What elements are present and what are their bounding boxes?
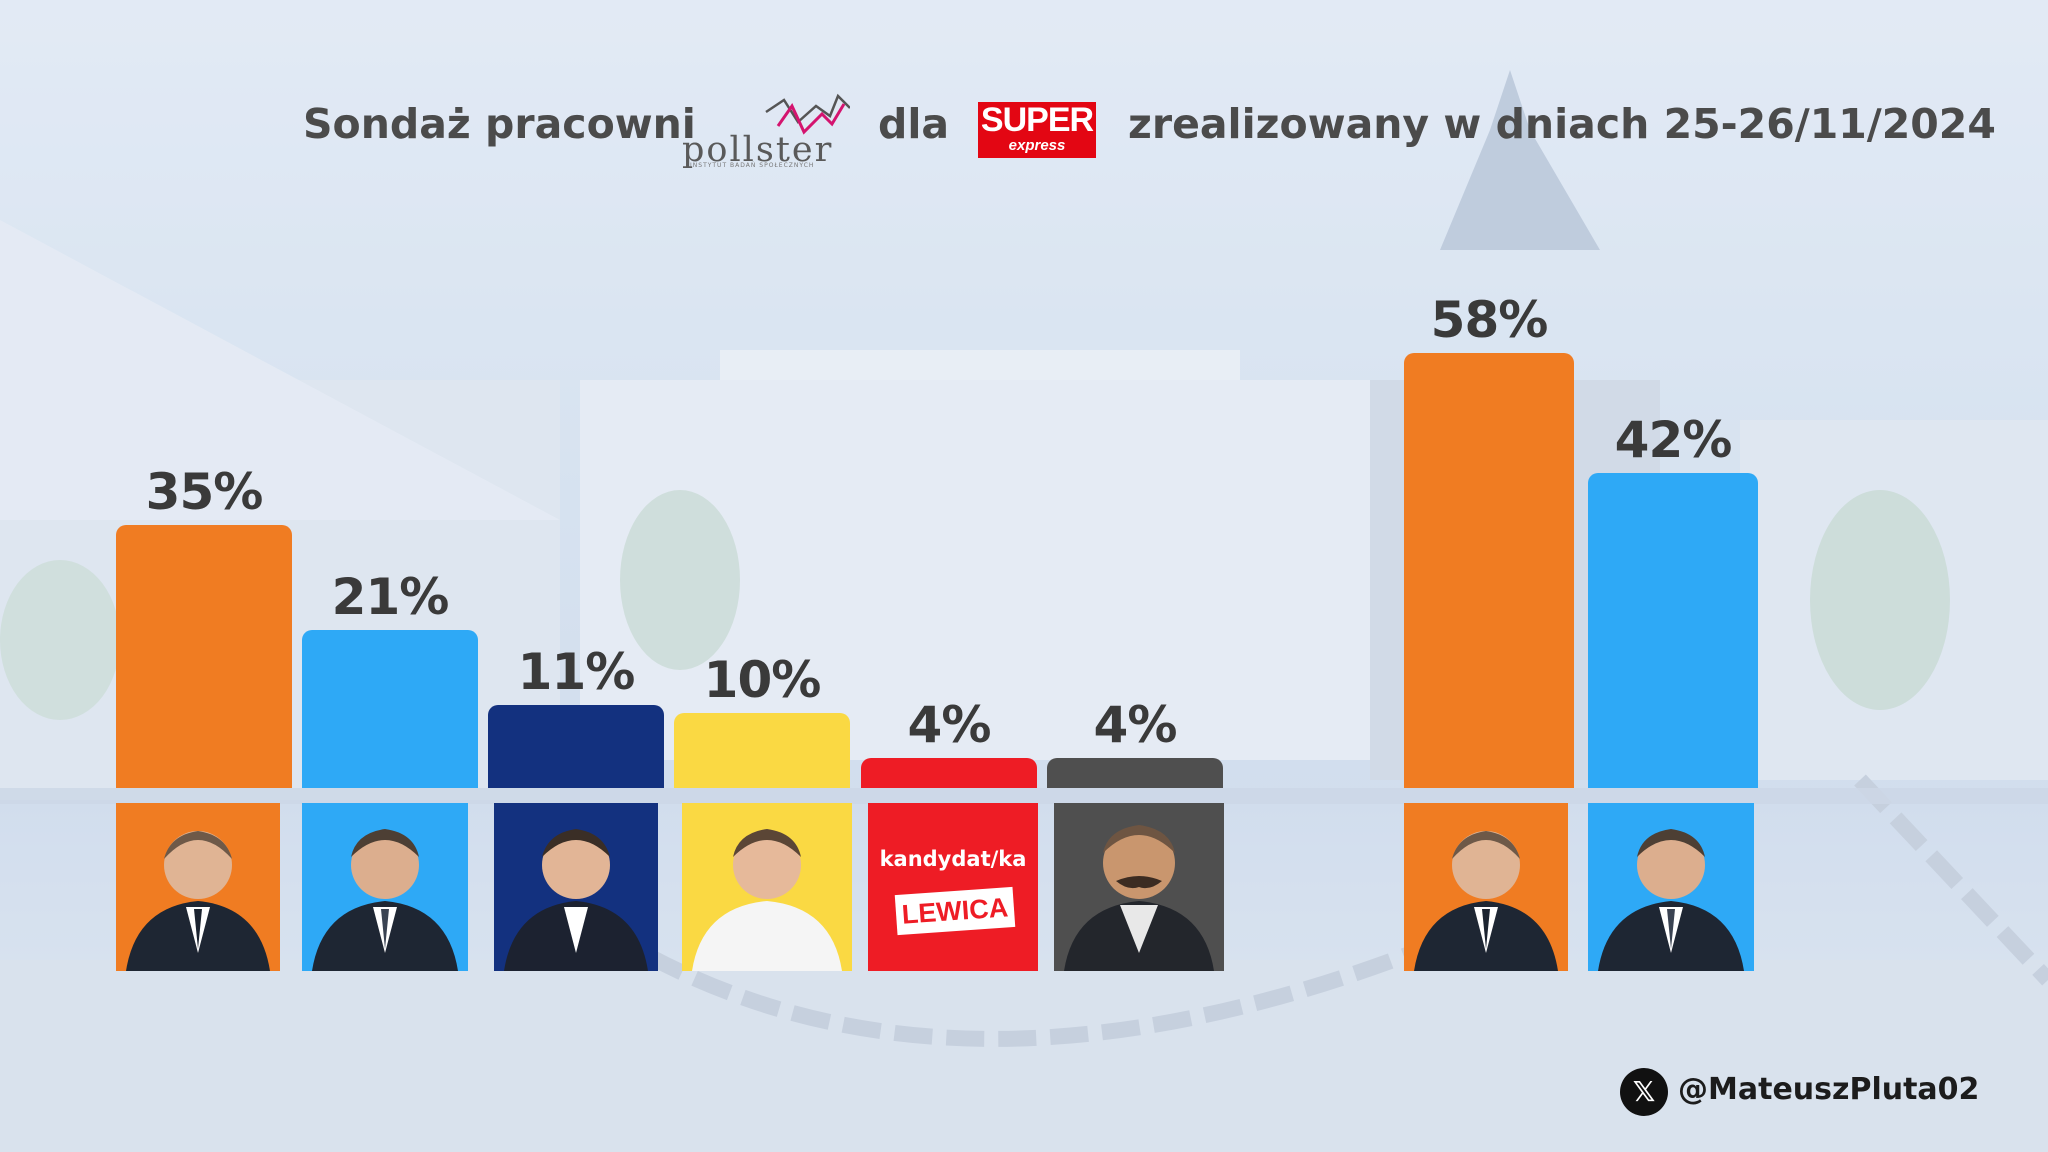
chart-baseline xyxy=(0,788,2048,804)
header: Sondaż pracowni pollster INSTYTUT BADAŃ … xyxy=(0,92,2048,172)
super-express-logo-top: SUPER xyxy=(980,101,1094,139)
header-prefix: Sondaż pracowni xyxy=(303,100,696,148)
pollster-logo-chart-icon xyxy=(765,93,850,135)
bar xyxy=(1588,473,1758,788)
data-label: 10% xyxy=(703,651,822,709)
statue xyxy=(1440,70,1600,250)
bar xyxy=(1404,353,1574,788)
bar xyxy=(674,713,850,788)
pollster-logo-subtext: INSTYTUT BADAŃ SPOŁECZNYCH xyxy=(690,162,815,169)
data-label: 21% xyxy=(331,568,450,626)
data-label: 42% xyxy=(1614,411,1733,469)
bar xyxy=(302,630,478,788)
left-wing-roof xyxy=(0,220,560,520)
tree xyxy=(0,560,120,720)
pollster-logo-text: pollster xyxy=(682,130,834,170)
candidate-portrait xyxy=(1054,803,1224,971)
bar xyxy=(488,705,664,788)
x-logo-icon: 𝕏 xyxy=(1620,1068,1668,1116)
data-label: 4% xyxy=(907,696,992,754)
bar xyxy=(1047,758,1223,788)
candidate-portrait xyxy=(682,803,852,971)
data-label: 35% xyxy=(145,463,264,521)
candidate-portrait xyxy=(1404,803,1568,971)
bar xyxy=(861,758,1037,788)
data-label: 4% xyxy=(1093,696,1178,754)
header-connector: dla xyxy=(878,100,950,148)
data-label: 58% xyxy=(1430,291,1549,349)
tree xyxy=(620,490,740,670)
author-handle-text: @MateuszPluta02 xyxy=(1678,1072,1980,1107)
data-label: 11% xyxy=(517,643,636,701)
candidate-portrait xyxy=(116,803,280,971)
header-suffix: zrealizowany w dniach 25-26/11/2024 xyxy=(1128,100,1996,148)
square-pavement xyxy=(0,960,2048,1152)
super-express-logo-bottom: express xyxy=(1008,137,1066,154)
palace-roof xyxy=(720,350,1240,380)
bar xyxy=(116,525,292,788)
chain xyxy=(1854,774,2048,986)
placeholder-candidate-card: kandydat/ka LEWICA xyxy=(868,803,1038,971)
candidate-portrait xyxy=(1588,803,1754,971)
lewica-logo: LEWICA xyxy=(894,886,1016,936)
candidate-portrait xyxy=(302,803,468,971)
super-express-logo: SUPER express xyxy=(978,102,1096,158)
placeholder-candidate-label: kandydat/ka xyxy=(879,847,1027,871)
chain xyxy=(555,893,1423,1047)
tree xyxy=(1810,490,1950,710)
candidate-portrait xyxy=(494,803,658,971)
